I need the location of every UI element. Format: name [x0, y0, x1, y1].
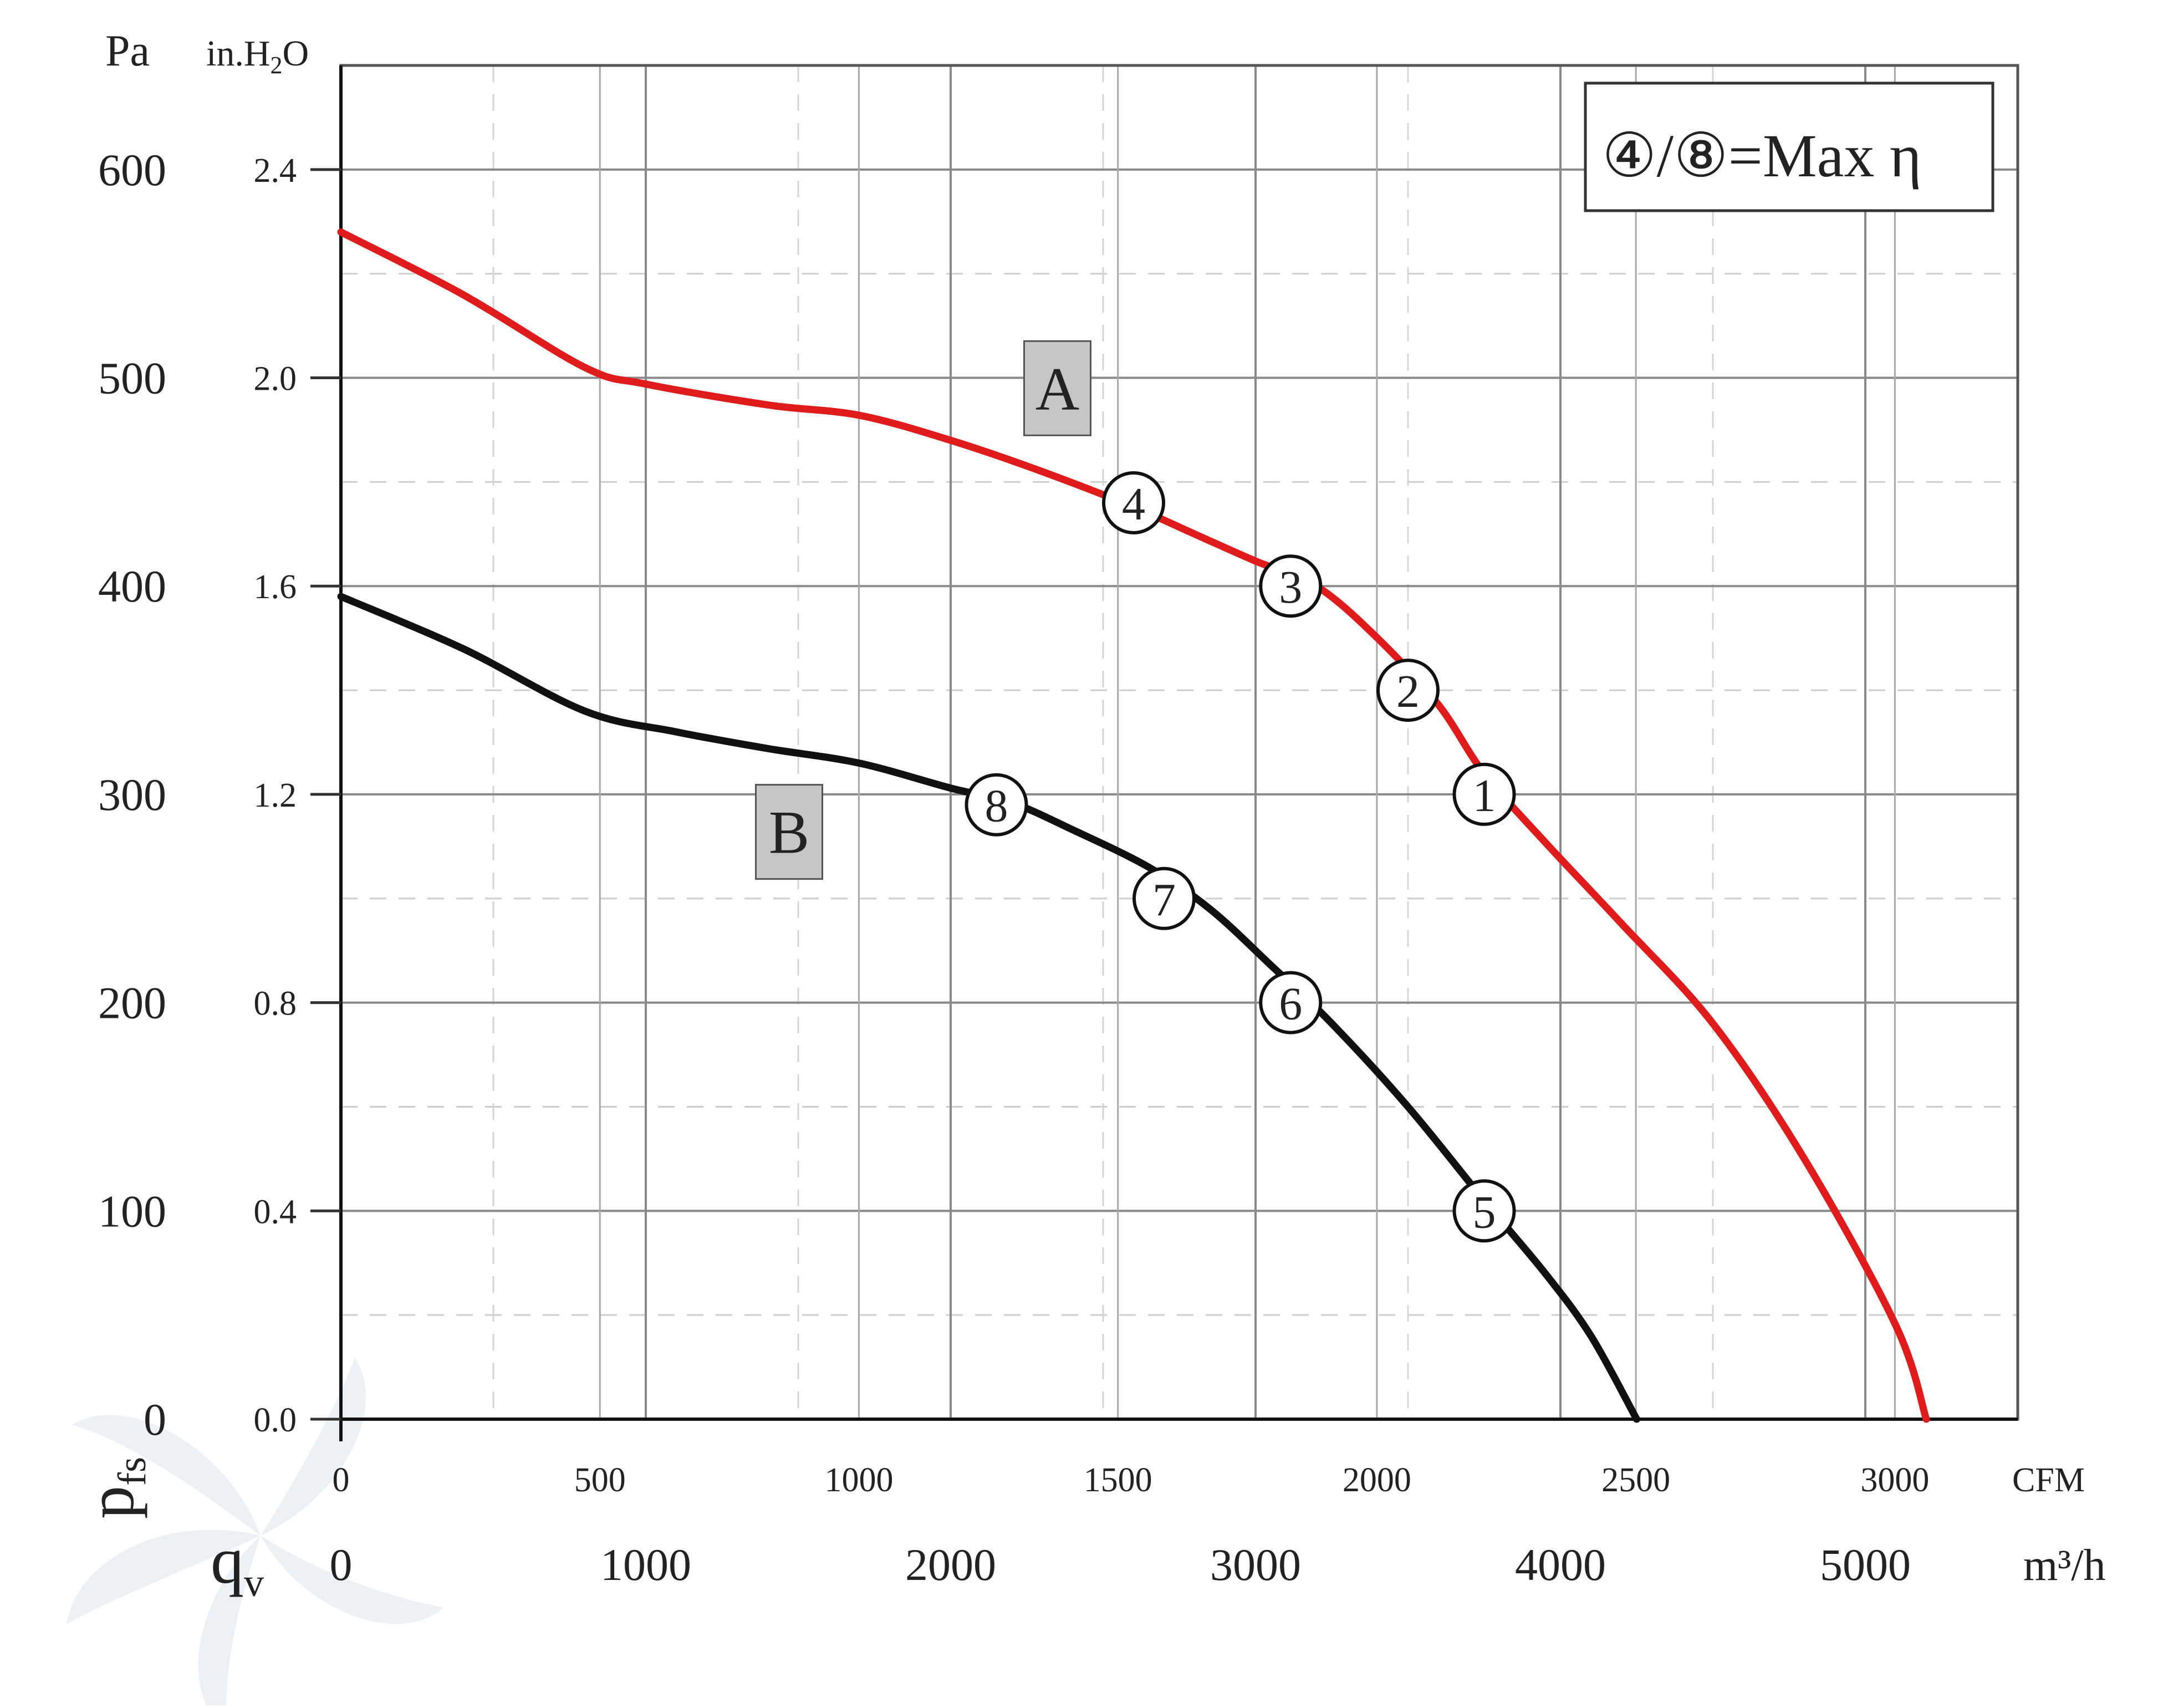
curve-labels: AB — [755, 340, 1091, 880]
plot-border — [339, 64, 2019, 1421]
x-symbol-qv: qv — [211, 1523, 264, 1605]
x-tick-label-m3h: 0 — [330, 1539, 353, 1590]
x-tick-label-cfm: 1000 — [824, 1461, 893, 1499]
y-symbol-pfs-sub: fs — [110, 1457, 154, 1486]
x-tick-label-cfm: 1500 — [1084, 1461, 1152, 1499]
operating-point-label: 4 — [1122, 478, 1145, 530]
x-tick-label-cfm: 500 — [574, 1461, 626, 1499]
operating-point-4: 4 — [1102, 471, 1165, 534]
operating-point-8: 8 — [965, 773, 1028, 837]
operating-point-7: 7 — [1132, 866, 1196, 930]
y-unit-inh2o-end: O — [283, 33, 309, 74]
operating-point-marker — [1452, 1179, 1516, 1243]
x-symbol-qv-sub: v — [244, 1561, 264, 1605]
y-tick-label-inh2o: 2.0 — [254, 360, 297, 398]
x-tick-label-m3h: 1000 — [600, 1539, 691, 1590]
plot-frame — [310, 64, 2019, 1441]
operating-point-6: 6 — [1259, 971, 1323, 1034]
curve-label-text: A — [1035, 355, 1079, 422]
y-tick-label-inh2o: 1.2 — [254, 777, 297, 814]
operating-point-marker — [1376, 659, 1440, 722]
curve-label-box — [755, 784, 823, 880]
x-tick-label-cfm: 0 — [333, 1461, 350, 1499]
operating-point-label: 2 — [1396, 666, 1420, 717]
operating-point-3: 3 — [1259, 554, 1323, 618]
grid-lines — [340, 65, 2018, 1420]
y-unit-inh2o-base: in.H — [206, 33, 271, 74]
curve-label-text: B — [769, 799, 809, 866]
operating-point-2: 2 — [1376, 659, 1440, 722]
x-tick-label-cfm: 2500 — [1601, 1461, 1670, 1499]
x-symbol-qv-base: q — [211, 1523, 244, 1597]
axis-tick-labels: 01002003004005006000.00.40.81.21.62.02.4… — [98, 145, 1929, 1590]
operating-point-marker — [1102, 471, 1165, 534]
operating-point-1: 1 — [1452, 762, 1516, 826]
y-symbol-pfs: pfs — [74, 1457, 154, 1519]
legend-text: ④/⑧=Max η — [1602, 122, 1921, 190]
operating-point-marker — [1452, 762, 1516, 826]
legend-box-frame — [1584, 81, 1994, 212]
y-tick-label-pa: 300 — [98, 769, 166, 820]
y-tick-label-pa: 500 — [98, 353, 166, 404]
curve-label-b: B — [755, 784, 823, 880]
y-tick-label-inh2o: 0.4 — [254, 1193, 297, 1231]
y-tick-label-inh2o: 2.4 — [254, 152, 297, 190]
series-line-b — [337, 593, 1640, 1423]
y-unit-pa: Pa — [105, 27, 150, 75]
curve-label-a: A — [1023, 340, 1091, 436]
x-tick-label-m3h: 5000 — [1820, 1539, 1911, 1590]
operating-point-marker — [965, 773, 1028, 837]
x-unit-cfm: CFM — [2012, 1461, 2085, 1499]
y-tick-label-pa: 400 — [98, 561, 166, 611]
y-tick-label-pa: 600 — [98, 145, 166, 195]
operating-point-label: 8 — [985, 781, 1008, 832]
y-symbol-pfs-base: p — [74, 1486, 147, 1519]
legend-box: ④/⑧=Max η — [1584, 81, 1994, 212]
series-lines — [337, 228, 1930, 1423]
y-unit-inh2o-sub: 2 — [271, 52, 283, 79]
y-tick-label-inh2o: 1.6 — [254, 568, 297, 606]
series-line-a — [337, 228, 1930, 1423]
y-tick-label-inh2o: 0.8 — [254, 985, 297, 1023]
operating-point-label: 6 — [1279, 978, 1302, 1030]
x-tick-label-m3h: 3000 — [1210, 1539, 1301, 1590]
operating-point-marker — [1259, 971, 1323, 1034]
operating-point-label: 1 — [1473, 770, 1496, 822]
operating-point-label: 3 — [1279, 562, 1302, 613]
operating-point-marker — [1132, 866, 1196, 930]
x-tick-label-cfm: 2000 — [1343, 1461, 1411, 1499]
x-tick-label-cfm: 3000 — [1860, 1461, 1929, 1499]
y-tick-label-pa: 0 — [144, 1394, 166, 1445]
y-unit-inh2o: in.H2O — [206, 33, 309, 79]
operating-point-label: 5 — [1473, 1186, 1496, 1238]
y-tick-label-inh2o: 0.0 — [254, 1401, 297, 1439]
y-tick-label-pa: 200 — [98, 978, 166, 1028]
x-tick-label-m3h: 4000 — [1515, 1539, 1606, 1590]
x-tick-label-m3h: 2000 — [905, 1539, 996, 1590]
y-tick-label-pa: 100 — [98, 1186, 166, 1236]
operating-point-marker — [1259, 554, 1323, 618]
operating-point-5: 5 — [1452, 1179, 1516, 1243]
operating-point-label: 7 — [1152, 874, 1176, 926]
curve-label-box — [1023, 340, 1091, 436]
x-unit-m3h: m³/h — [2023, 1541, 2105, 1590]
operating-points: 1 2 3 4 5 6 7 8 — [965, 471, 1516, 1243]
